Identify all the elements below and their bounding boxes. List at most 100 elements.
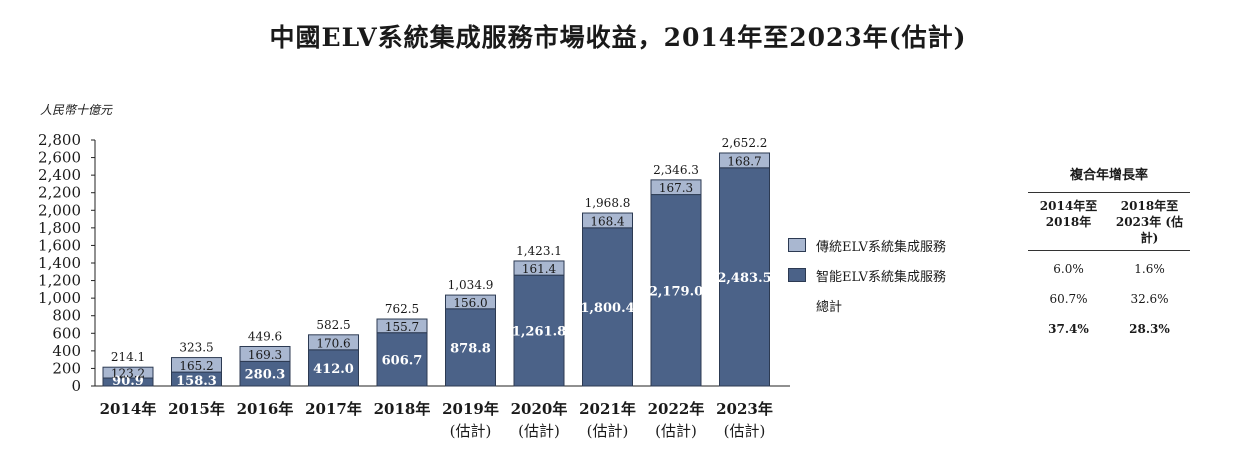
cagr-cell: 28.3% bbox=[1129, 322, 1170, 336]
data-label-smart: 2,179.0 bbox=[649, 284, 703, 299]
y-tick-label: 2,200 bbox=[38, 184, 81, 202]
bar-segment-traditional bbox=[171, 357, 222, 373]
y-tick-label: 200 bbox=[52, 359, 81, 377]
bar-segment-traditional bbox=[719, 152, 770, 169]
data-label-traditional: 161.4 bbox=[522, 262, 557, 276]
data-label-smart: 158.3 bbox=[176, 374, 217, 389]
data-label-total: 2,346.3 bbox=[653, 163, 699, 177]
cagr-table: 複合年增長率 2014年至 2018年 2018年至 2023年 (估計) 6.… bbox=[1028, 164, 1190, 344]
cagr-cell: 37.4% bbox=[1048, 322, 1089, 336]
bar-segment-smart bbox=[513, 274, 565, 387]
cagr-row-smart: 60.7% 32.6% bbox=[1028, 284, 1190, 314]
bar-segment-traditional bbox=[650, 179, 702, 196]
data-label-traditional: 155.7 bbox=[385, 320, 419, 334]
legend-item-traditional: 傳統ELV系統集成服務 bbox=[788, 230, 946, 260]
legend-item-smart: 智能ELV系統集成服務 bbox=[788, 260, 946, 290]
bar-segment-traditional bbox=[308, 334, 359, 351]
data-label-total: 323.5 bbox=[179, 341, 213, 355]
bar-segment-smart bbox=[308, 349, 359, 387]
x-tick-label: 2016年 bbox=[237, 400, 294, 418]
legend-label-traditional: 傳統ELV系統集成服務 bbox=[816, 239, 946, 255]
x-tick-label: 2020年 bbox=[511, 400, 568, 418]
cagr-caption: 複合年增長率 bbox=[1028, 164, 1190, 193]
legend-swatch-traditional bbox=[788, 238, 806, 252]
x-tick-label: 2022年 bbox=[648, 400, 705, 418]
data-label-total: 449.6 bbox=[248, 329, 282, 343]
legend: 傳統ELV系統集成服務 智能ELV系統集成服務 總計 bbox=[788, 230, 946, 320]
y-tick-label: 2,600 bbox=[38, 149, 81, 167]
cagr-row-total: 37.4% 28.3% bbox=[1028, 314, 1190, 344]
bar-segment-traditional bbox=[376, 318, 428, 334]
bar-segment-smart bbox=[719, 167, 770, 387]
data-label-smart: 280.3 bbox=[245, 368, 286, 383]
x-tick-label: 2017年 bbox=[305, 400, 362, 418]
x-tick-label-sub: (估計) bbox=[587, 422, 629, 440]
data-label-traditional: 156.0 bbox=[453, 296, 487, 310]
y-axis-unit-label: 人民幣十億元 bbox=[40, 103, 113, 117]
bar-segment-traditional bbox=[102, 366, 154, 379]
data-label-smart: 606.7 bbox=[382, 353, 423, 368]
y-tick-label: 1,200 bbox=[38, 272, 81, 290]
x-tick-label: 2019年 bbox=[442, 400, 499, 418]
cagr-header-col2: 2018年至 2023年 (估計) bbox=[1109, 198, 1190, 246]
data-label-total: 762.5 bbox=[385, 302, 419, 316]
legend-label-total: 總計 bbox=[816, 299, 843, 315]
y-tick-label: 1,800 bbox=[38, 219, 81, 237]
data-label-total: 1,034.9 bbox=[448, 278, 494, 292]
y-tick-label: 1,000 bbox=[38, 289, 81, 307]
data-label-total: 582.5 bbox=[316, 318, 350, 332]
data-label-traditional: 169.3 bbox=[248, 348, 282, 362]
cagr-header-col1-line1: 2014年至 bbox=[1039, 199, 1098, 213]
data-label-smart: 2,483.5 bbox=[717, 271, 771, 286]
bar-segment-traditional bbox=[513, 260, 565, 276]
data-label-total: 214.1 bbox=[111, 350, 145, 364]
data-label-traditional: 170.6 bbox=[316, 336, 350, 350]
cagr-header-col2-line2: 2023年 (估計) bbox=[1115, 215, 1184, 245]
data-label-traditional: 165.2 bbox=[179, 359, 213, 373]
bar-segment-traditional bbox=[582, 212, 633, 229]
cagr-row-traditional: 6.0% 1.6% bbox=[1028, 254, 1190, 284]
data-label-traditional: 168.7 bbox=[727, 154, 761, 168]
data-label-smart: 1,261.8 bbox=[512, 325, 566, 340]
bar-segment-smart bbox=[376, 332, 428, 387]
cagr-cell: 6.0% bbox=[1053, 262, 1084, 276]
x-tick-label: 2015年 bbox=[168, 400, 225, 418]
data-label-traditional: 168.4 bbox=[590, 214, 625, 228]
data-label-smart: 1,800.4 bbox=[580, 301, 634, 316]
x-tick-label: 2021年 bbox=[579, 400, 636, 418]
x-tick-label-sub: (估計) bbox=[518, 422, 560, 440]
legend-spacer bbox=[788, 298, 806, 312]
data-label-total: 1,423.1 bbox=[516, 244, 562, 258]
x-tick-label-sub: (估計) bbox=[724, 422, 766, 440]
data-label-total: 1,968.8 bbox=[585, 196, 631, 210]
x-tick-label-sub: (估計) bbox=[655, 422, 697, 440]
data-label-total: 2,652.2 bbox=[722, 136, 768, 150]
y-tick-label: 400 bbox=[52, 342, 81, 360]
chart-title: 中國ELV系統集成服務市場收益，2014年至2023年(估計) bbox=[269, 23, 967, 52]
bar-segment-smart bbox=[239, 360, 291, 387]
y-tick-label: 800 bbox=[52, 307, 81, 325]
cagr-cell: 32.6% bbox=[1130, 292, 1169, 306]
y-tick-label: 2,800 bbox=[38, 131, 81, 149]
legend-label-smart: 智能ELV系統集成服務 bbox=[816, 269, 946, 285]
data-label-smart: 412.0 bbox=[313, 362, 354, 377]
bar-segment-smart bbox=[582, 227, 633, 387]
x-tick-label: 2018年 bbox=[374, 400, 431, 418]
x-tick-label-sub: (估計) bbox=[450, 422, 492, 440]
y-tick-label: 600 bbox=[52, 324, 81, 342]
data-label-smart: 878.8 bbox=[450, 341, 491, 356]
y-tick-label: 2,000 bbox=[38, 201, 81, 219]
cagr-cell: 60.7% bbox=[1049, 292, 1088, 306]
data-label-traditional: 123.2 bbox=[111, 367, 145, 381]
y-tick-label: 1,600 bbox=[38, 236, 81, 254]
y-tick-label: 2,400 bbox=[38, 166, 81, 184]
data-label-traditional: 167.3 bbox=[659, 181, 693, 195]
cagr-header-row: 2014年至 2018年 2018年至 2023年 (估計) bbox=[1028, 193, 1190, 251]
bar-segment-traditional bbox=[239, 345, 291, 362]
cagr-header-col1: 2014年至 2018年 bbox=[1028, 198, 1109, 246]
y-tick-label: 1,400 bbox=[38, 254, 81, 272]
legend-swatch-smart bbox=[788, 268, 806, 282]
cagr-header-col2-line1: 2018年至 bbox=[1120, 199, 1179, 213]
y-tick-label: 0 bbox=[71, 377, 81, 395]
